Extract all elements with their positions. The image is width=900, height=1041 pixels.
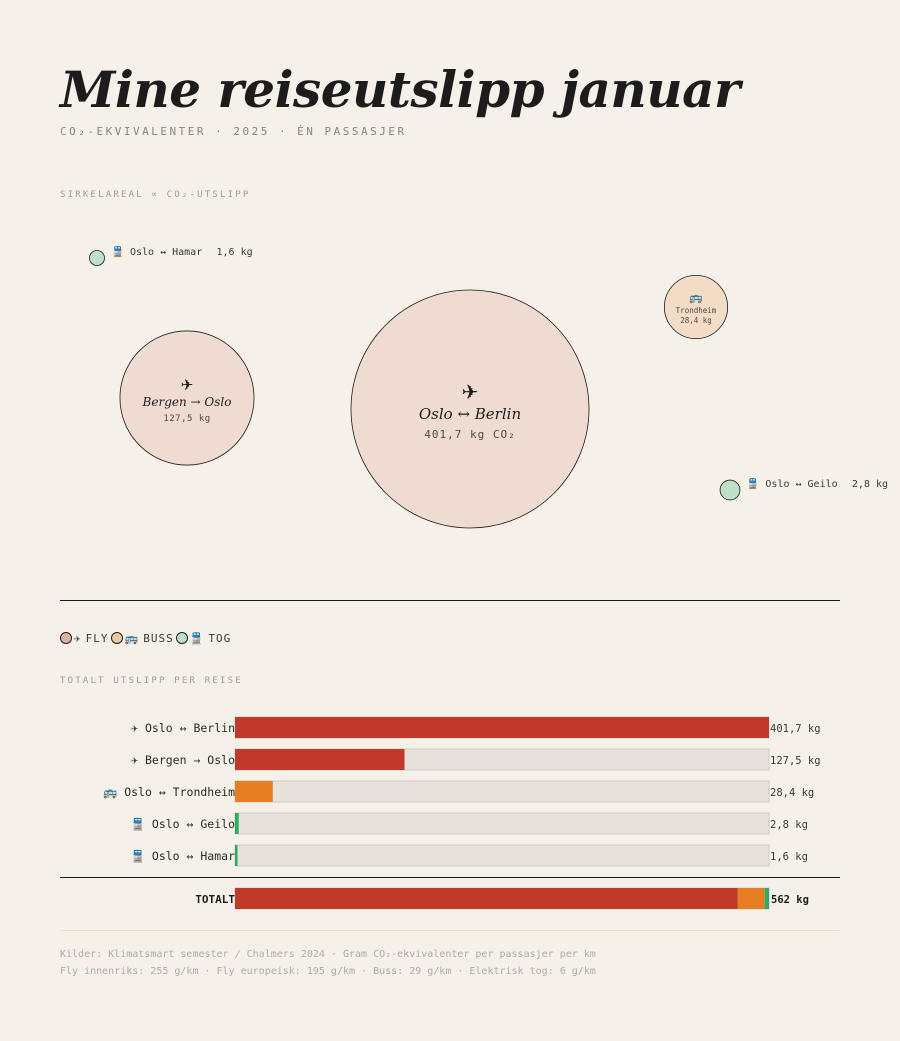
- bubble-route-label: Bergen → Oslo: [142, 395, 232, 409]
- legend: ✈ FLY 🚌 BUSS 🚆 TOG: [60, 630, 233, 646]
- bar-value-label: 1,6 kg: [770, 851, 808, 863]
- bar-value-label: 401,7 kg: [770, 723, 821, 735]
- bubble-4: 🚆 Oslo ↔ Hamar 1,6 kg: [89, 245, 253, 266]
- bubble-1: ✈Bergen → Oslo 127,5 kg: [119, 330, 255, 466]
- total-segment-fly: [235, 888, 738, 909]
- bar-row: 🚆 Oslo ↔ Geilo 2,8 kg: [131, 812, 808, 835]
- bar-chart: ✈ Oslo ↔ Berlin 401,7 kg ✈ Bergen → Oslo 12…: [103, 716, 821, 910]
- total-label: TOTALT: [195, 893, 235, 906]
- bubble-value-label: 401,7 kg CO₂: [424, 428, 515, 441]
- bubble-3: 🚆 Oslo ↔ Geilo 2,8 kg: [719, 477, 888, 501]
- total-segment-tog: [764, 888, 769, 909]
- bubble-0: ✈Oslo ↔ Berlin 401,7 kg CO₂: [350, 289, 590, 529]
- bubble-route-label: Oslo ↔ Berlin: [419, 405, 521, 423]
- bar-value-label: 127,5 kg: [770, 755, 821, 767]
- bubble-value-label: 28,4 kg: [680, 316, 712, 325]
- bubble-route-label: Trondheim: [676, 306, 717, 315]
- bubble-circle: [119, 330, 255, 466]
- airplane-icon: ✈: [462, 380, 479, 404]
- legend-label: FLY: [85, 631, 109, 645]
- bar-category-label: 🚌 Oslo ↔ Trondheim: [103, 785, 235, 799]
- legend-item-fly: ✈ FLY: [60, 632, 111, 645]
- bubble-section-caption: SIRKELAREAL ∝ CO₂-UTSLIPP: [60, 190, 251, 200]
- bar-row: 🚌 Oslo ↔ Trondheim 28,4 kg: [103, 780, 814, 803]
- bar-category-label: 🚆 Oslo ↔ Hamar: [131, 849, 235, 863]
- bubble-value-label: 2,8 kg: [852, 479, 888, 490]
- bubble-circle: [89, 250, 105, 266]
- legend-swatch-buss: [110, 632, 123, 644]
- bubble-route-label: 🚆 Oslo ↔ Geilo: [747, 477, 838, 490]
- bar-track: [234, 844, 770, 867]
- airplane-icon: ✈: [74, 631, 82, 645]
- bar-category-label: 🚆 Oslo ↔ Geilo: [131, 817, 235, 831]
- train-icon: 🚆: [189, 631, 205, 645]
- legend-item-buss: 🚌 BUSS: [110, 631, 176, 645]
- total-row: TOTALT 562 kg: [195, 887, 809, 910]
- bus-icon: 🚌: [124, 631, 140, 645]
- bar-track: [234, 812, 770, 835]
- bar-row: 🚆 Oslo ↔ Hamar 1,6 kg: [131, 844, 808, 867]
- bar-value-label: 28,4 kg: [770, 787, 814, 799]
- bubble-value-label: 127,5 kg: [163, 414, 210, 424]
- bar-fill: [235, 845, 238, 866]
- section-divider: [60, 600, 840, 601]
- bubble-circle: [719, 479, 741, 501]
- legend-swatch-tog: [175, 632, 188, 644]
- bar-category-label: ✈ Bergen → Oslo: [131, 753, 235, 767]
- bar-value-label: 2,8 kg: [770, 819, 808, 831]
- bar-fill: [235, 813, 239, 834]
- bar-section-caption: TOTALT UTSLIPP PER REISE: [60, 676, 243, 686]
- bar-category-label: ✈ Oslo ↔ Berlin: [131, 721, 235, 735]
- footer-factors: Fly innenriks: 255 g/km · Fly europeisk:…: [60, 966, 596, 977]
- bar-fill: [235, 749, 405, 770]
- bar-fill: [235, 717, 769, 738]
- bus-icon: 🚌: [689, 291, 703, 304]
- bar-row: ✈ Oslo ↔ Berlin 401,7 kg: [131, 716, 821, 739]
- bubble-route-label: 🚆 Oslo ↔ Hamar: [112, 245, 203, 258]
- bubble-circle: [350, 289, 590, 529]
- bar-track: [234, 780, 770, 803]
- total-value-label: 562 kg: [771, 894, 809, 906]
- footer-sources: Kilder: Klimatsmart semester / Chalmers …: [60, 949, 596, 960]
- total-divider: [60, 877, 840, 878]
- legend-swatch-fly: [60, 632, 72, 644]
- bar-fill: [235, 781, 273, 802]
- page-subtitle: CO₂-EKVIVALENTER · 2025 · ÉN PASSASJER: [60, 125, 407, 138]
- bubble-circle: [663, 274, 729, 340]
- footer-rule: [60, 930, 840, 931]
- bar-row: ✈ Bergen → Oslo 127,5 kg: [131, 748, 821, 771]
- total-segment-buss: [737, 888, 765, 909]
- legend-label: BUSS: [143, 631, 174, 645]
- legend-label: TOG: [208, 631, 232, 645]
- airplane-icon: ✈: [181, 376, 194, 394]
- bubble-value-label: 1,6 kg: [217, 247, 253, 258]
- page-title: Mine reiseutslipp januar: [60, 60, 740, 119]
- legend-item-tog: 🚆 TOG: [175, 631, 234, 645]
